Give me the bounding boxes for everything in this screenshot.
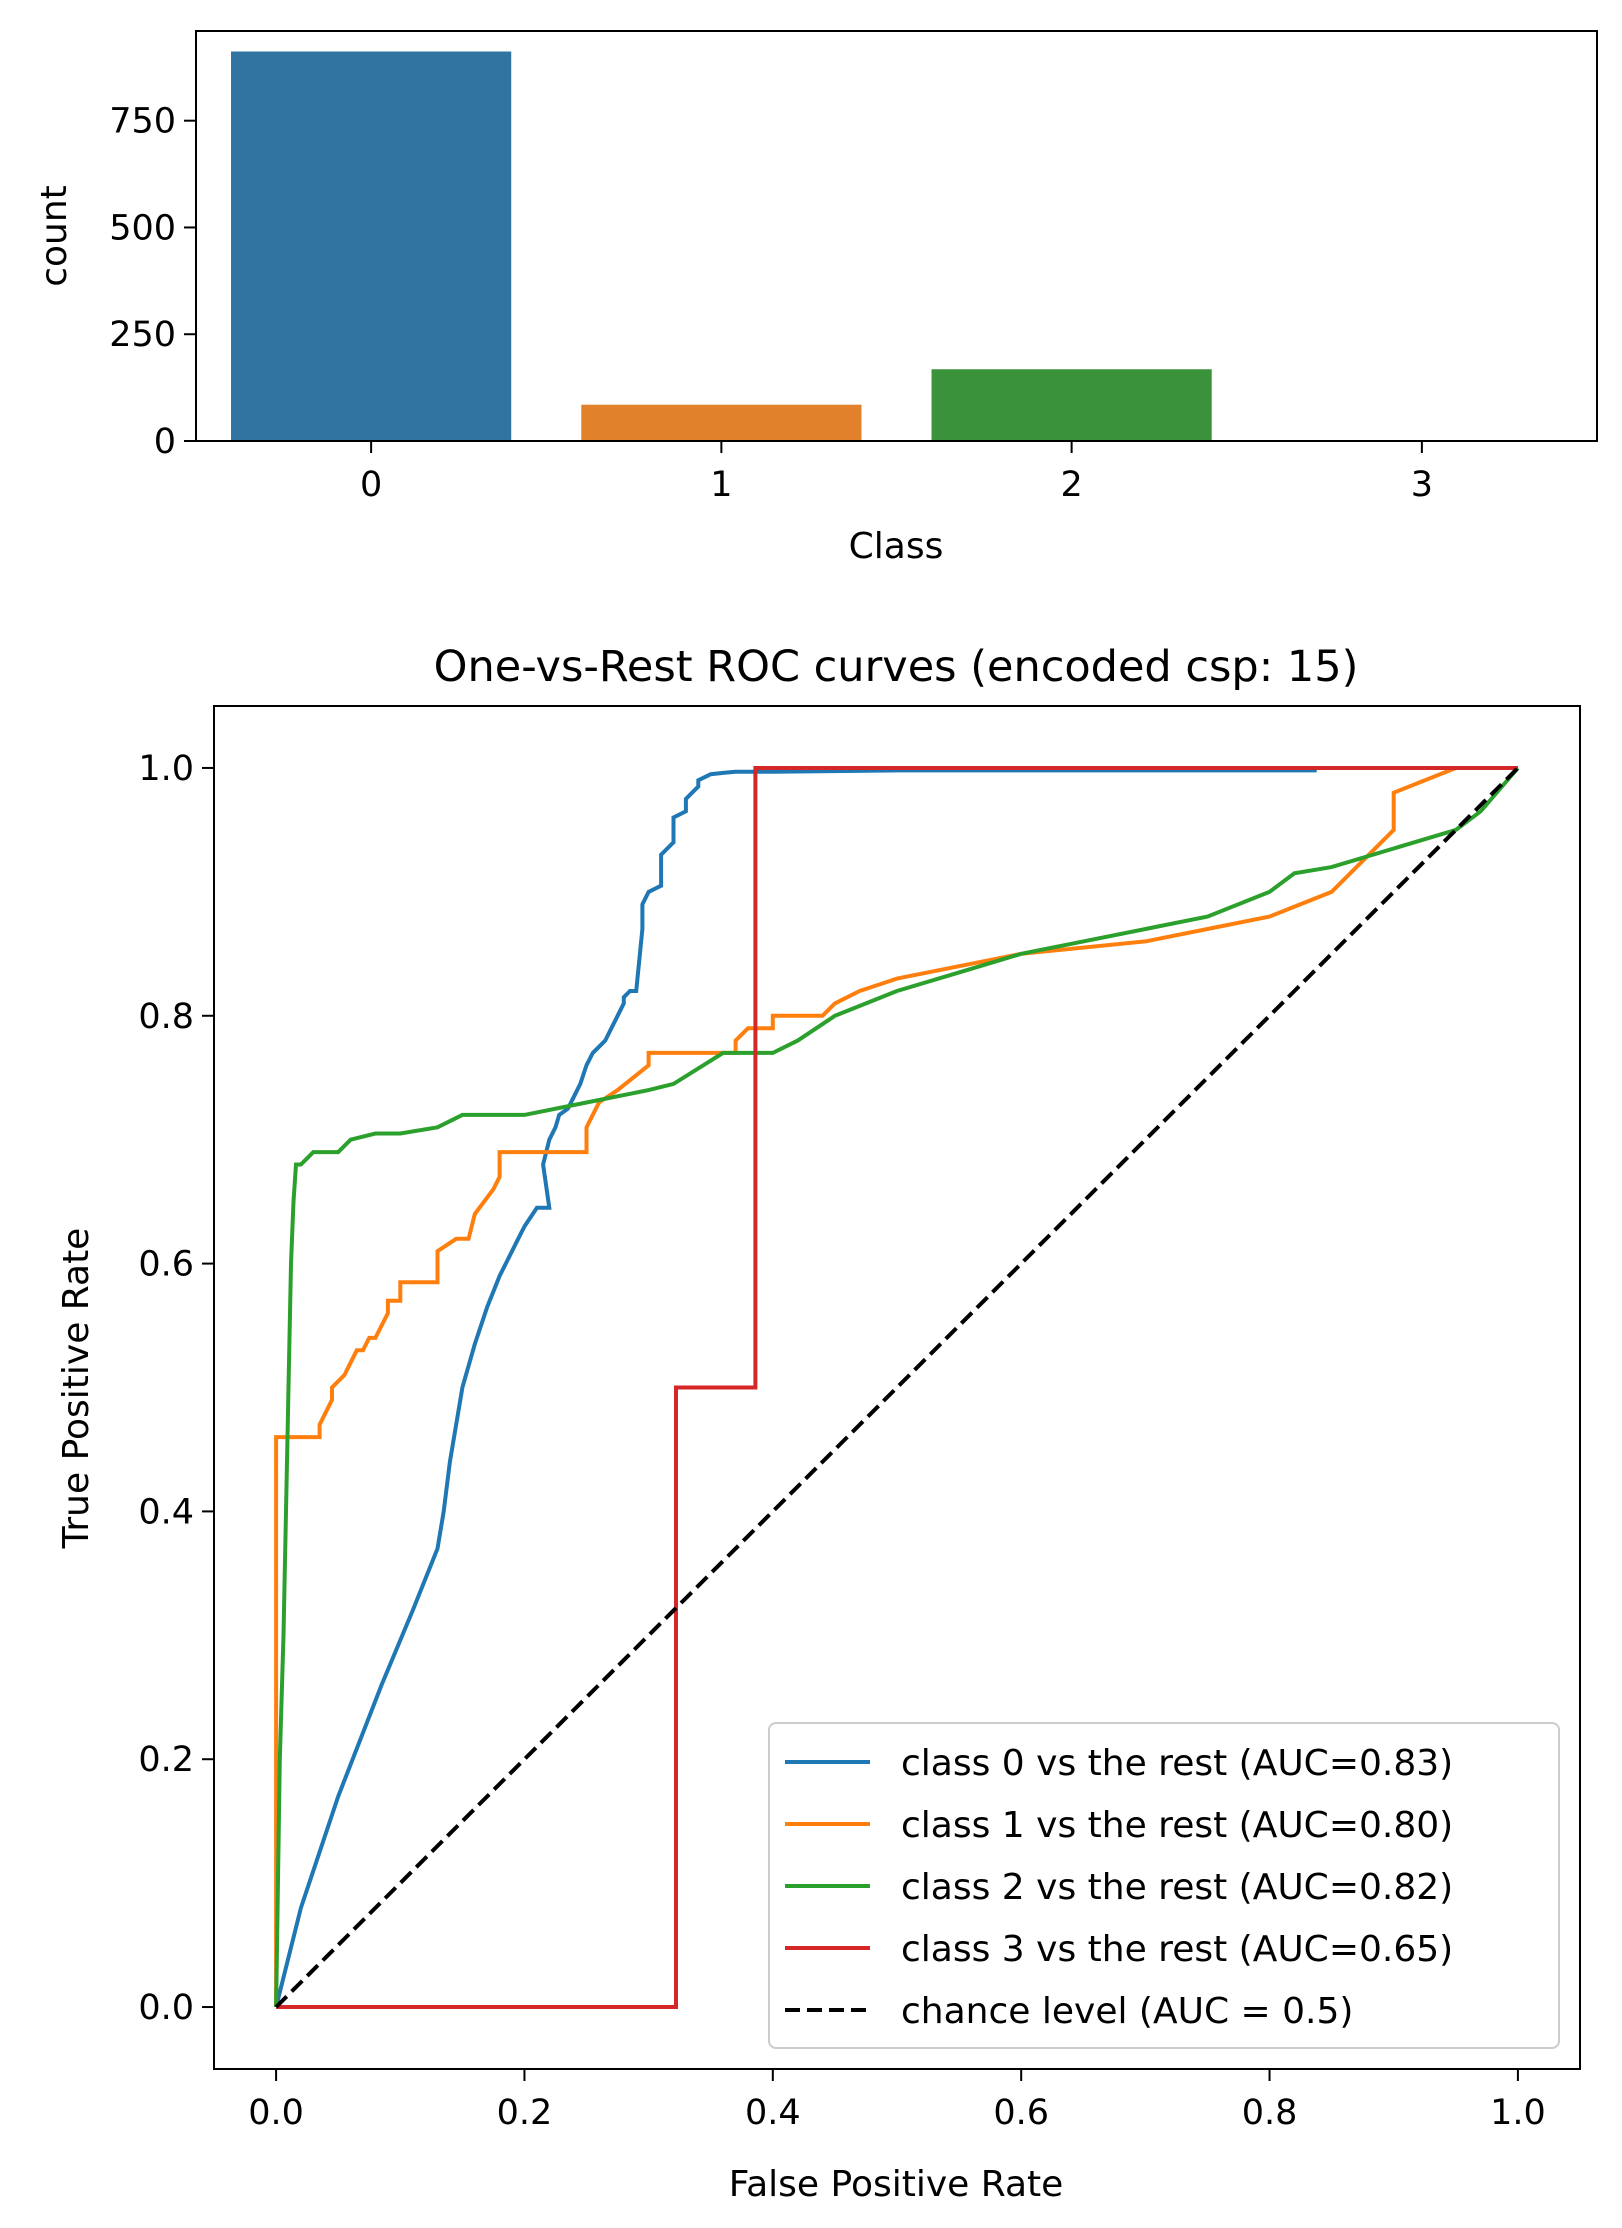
roc-x-tick-label: 0.6: [993, 2093, 1049, 2133]
roc-plot-frame: [213, 705, 1581, 2070]
bar-class-2: [931, 369, 1212, 441]
bar-y-tick-label: 500: [109, 208, 176, 248]
roc-y-axis-label: True Positive Rate: [56, 1228, 97, 1550]
bar-y-ticks: 0 250 500 750: [109, 102, 196, 462]
bar-x-ticks: 0 1 2 3: [360, 441, 1433, 505]
roc-x-ticks: 0.0 0.2 0.4 0.6 0.8 1.0: [248, 2069, 1546, 2133]
roc-x-tick-label: 1.0: [1490, 2093, 1546, 2133]
bar-marks: [231, 51, 1562, 441]
roc-y-ticks: 0.0 0.2 0.4 0.6 0.8 1.0: [138, 749, 214, 2028]
bar-x-axis-label: Class: [849, 526, 944, 567]
legend-label: class 3 vs the rest (AUC=0.65): [901, 1929, 1453, 1970]
roc-y-tick-label: 0.2: [138, 1740, 194, 1780]
roc-y-tick-label: 1.0: [138, 749, 194, 789]
roc-y-tick-label: 0.0: [138, 1988, 194, 2028]
bar-y-tick-label: 750: [109, 102, 176, 142]
roc-x-tick-label: 0.8: [1242, 2093, 1298, 2133]
roc-x-tick-label: 0.2: [497, 2093, 553, 2133]
roc-curve-chart: One-vs-Rest ROC curves (encoded csp: 15)…: [56, 642, 1581, 2205]
roc-line-series-0: [274, 768, 1317, 2008]
bar-x-tick-label: 3: [1411, 465, 1433, 505]
roc-x-tick-label: 0.4: [745, 2093, 801, 2133]
roc-line-series-3: [276, 766, 1518, 2009]
legend-box: [768, 1722, 1560, 2049]
bar-x-tick-label: 0: [360, 465, 382, 505]
bar-class-1: [581, 404, 862, 441]
bar-class-0: [231, 51, 512, 441]
roc-chart-title: One-vs-Rest ROC curves (encoded csp: 15): [434, 642, 1359, 692]
bar-x-tick-label: 1: [710, 465, 732, 505]
bar-plot-frame: [195, 30, 1598, 442]
roc-line-series-2: [274, 766, 1520, 2008]
bar-x-tick-label: 2: [1060, 465, 1082, 505]
roc-line-series-4: [274, 766, 1520, 2009]
roc-y-tick-label: 0.6: [138, 1245, 194, 1285]
roc-x-tick-label: 0.0: [248, 2093, 304, 2133]
bar-y-axis-label: count: [34, 185, 75, 287]
roc-y-tick-label: 0.4: [138, 1492, 194, 1532]
legend-entries: class 0 vs the rest (AUC=0.83) class 1 vs…: [785, 1743, 1453, 2032]
class-count-bar-chart: 0 1 2 3 0 250 500 750 Class count: [34, 30, 1598, 567]
legend-label: class 1 vs the rest (AUC=0.80): [901, 1805, 1453, 1846]
bar-y-tick-label: 250: [109, 315, 176, 355]
roc-series-lines: [274, 766, 1520, 2009]
roc-legend: class 0 vs the rest (AUC=0.83) class 1 vs…: [768, 1722, 1560, 2049]
bar-y-tick-label: 0: [154, 422, 176, 462]
legend-label: class 0 vs the rest (AUC=0.83): [901, 1743, 1453, 1784]
legend-label: chance level (AUC = 0.5): [901, 1991, 1353, 2032]
roc-line-series-1: [274, 766, 1518, 2007]
legend-label: class 2 vs the rest (AUC=0.82): [901, 1867, 1453, 1908]
roc-y-tick-label: 0.8: [138, 997, 194, 1037]
roc-x-axis-label: False Positive Rate: [729, 2164, 1064, 2205]
